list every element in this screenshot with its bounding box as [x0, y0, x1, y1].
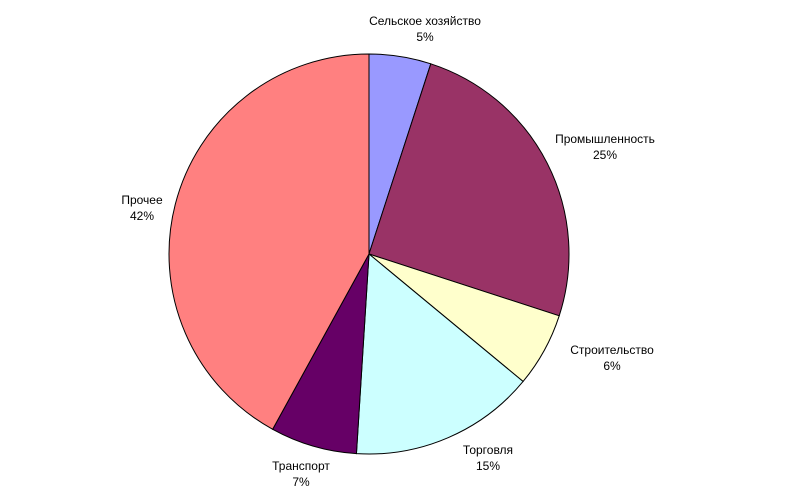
pie-slices [168, 53, 570, 455]
slice-label: Торговля 15% [463, 443, 513, 473]
slice-label: Сельское хозяйство 5% [369, 14, 481, 44]
slice-percent-label: 25% [593, 148, 617, 162]
slice-category-label: Строительство [570, 343, 654, 357]
slice-category-label: Транспорт [272, 459, 330, 473]
slice-category-label: Прочее [121, 193, 163, 207]
slice-percent-label: 42% [130, 209, 154, 223]
slice-label: Промышленность 25% [555, 132, 655, 162]
pie-slice [368, 63, 570, 317]
slice-percent-label: 6% [603, 359, 621, 373]
slice-label: Прочее 42% [121, 193, 163, 223]
slice-category-label: Сельское хозяйство [369, 14, 481, 28]
slice-percent-label: 5% [416, 30, 434, 44]
slice-percent-label: 15% [476, 459, 500, 473]
pie-labels: Сельское хозяйство 5% Промышленность 25% Стр… [121, 14, 655, 489]
pie-slice [168, 53, 370, 430]
pie-slice [355, 252, 524, 455]
slice-percent-label: 7% [292, 475, 310, 489]
slice-category-label: Торговля [463, 443, 513, 457]
slice-category-label: Промышленность [555, 132, 655, 146]
slice-label: Строительство 6% [570, 343, 654, 373]
slice-label: Транспорт 7% [272, 459, 330, 489]
